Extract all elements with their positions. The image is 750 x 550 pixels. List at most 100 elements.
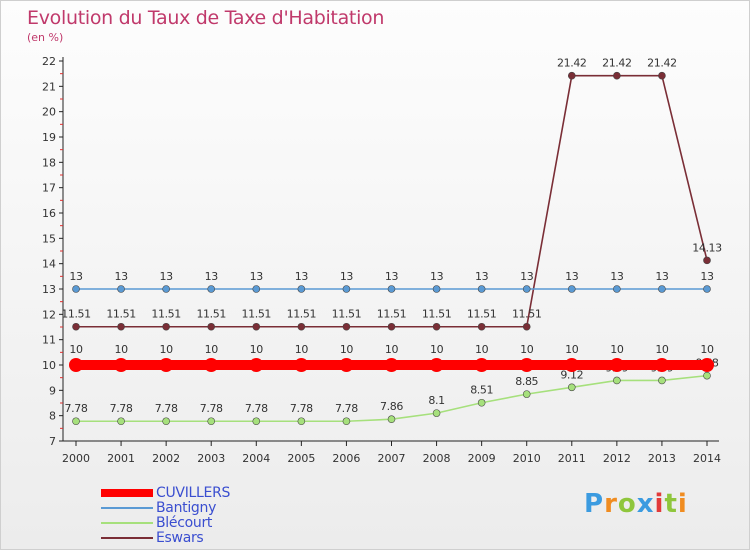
data-label: 11.51 (151, 308, 181, 321)
data-point (703, 371, 711, 380)
x-tick-label: 2002 (152, 452, 180, 465)
data-label: 10 (250, 343, 264, 356)
data-point (252, 322, 261, 331)
data-label: 13 (160, 270, 174, 283)
data-label: 10 (565, 343, 579, 356)
data-label: 10 (655, 343, 669, 356)
data-point (252, 285, 261, 293)
data-label: 10 (610, 343, 624, 356)
data-point (429, 358, 444, 372)
data-point (207, 417, 216, 426)
data-point (72, 285, 80, 293)
data-label: 10 (430, 343, 444, 356)
data-point (117, 322, 125, 331)
chart-title: Evolution du Taux de Taxe d'Habitation (27, 7, 385, 29)
y-tick-label: 19 (42, 131, 56, 144)
data-point (207, 322, 216, 331)
data-point (703, 256, 711, 265)
data-point (162, 322, 170, 331)
legend-swatch (101, 522, 153, 524)
data-point (519, 358, 534, 372)
data-label: 7.86 (380, 400, 403, 413)
data-label: 11.51 (61, 308, 91, 321)
legend-label: Blécourt (156, 515, 213, 531)
data-point (432, 409, 441, 417)
data-label: 8.51 (470, 384, 493, 397)
data-label: 7.78 (245, 402, 268, 415)
data-point (613, 376, 621, 385)
data-point (432, 285, 441, 293)
legend-swatch (101, 489, 153, 497)
data-label: 13 (655, 270, 669, 283)
x-tick-label: 2005 (287, 452, 315, 465)
data-point (72, 322, 80, 331)
x-tick-label: 2000 (62, 452, 90, 465)
data-label: 13 (385, 270, 399, 283)
data-label: 10 (475, 343, 489, 356)
y-tick-label: 11 (42, 334, 56, 347)
logo-letter: P (584, 489, 605, 519)
y-tick-label: 13 (42, 283, 56, 296)
data-point (297, 285, 306, 293)
data-label: 10 (295, 343, 309, 356)
data-point (432, 322, 441, 331)
legend-item: Eswars (101, 530, 301, 546)
data-point (522, 322, 531, 331)
data-label: 11.51 (512, 308, 542, 321)
data-point (477, 322, 486, 331)
data-point (477, 285, 486, 293)
data-point (700, 358, 714, 372)
data-label: 13 (295, 270, 309, 283)
legend-item: CUVILLERS (101, 485, 301, 501)
data-label: 7.78 (65, 402, 88, 415)
data-label: 21.42 (647, 57, 677, 70)
logo-letter: i (677, 489, 688, 519)
proxiti-logo: Proxiti (584, 489, 688, 519)
data-point (609, 358, 624, 372)
data-label: 13 (430, 270, 444, 283)
data-label: 10 (205, 343, 219, 356)
data-label: 10 (69, 343, 83, 356)
data-point (342, 417, 351, 426)
legend-label: Bantigny (156, 500, 217, 516)
data-label: 14.13 (692, 241, 722, 254)
data-label: 11.51 (332, 308, 362, 321)
data-point (613, 71, 621, 80)
data-point (567, 383, 576, 392)
data-label: 13 (520, 270, 534, 283)
data-label: 13 (205, 270, 219, 283)
data-label: 7.78 (155, 402, 178, 415)
data-label: 11.51 (196, 308, 226, 321)
data-label: 21.42 (602, 57, 632, 70)
data-point (162, 285, 170, 293)
legend-item: Blécourt (101, 515, 301, 531)
x-tick-label: 2003 (197, 452, 225, 465)
x-tick-label: 2006 (332, 452, 360, 465)
data-point (387, 415, 396, 424)
data-point (387, 322, 396, 331)
y-tick-label: 9 (49, 384, 56, 397)
data-point (658, 376, 666, 385)
data-point (69, 358, 83, 372)
data-label: 13 (340, 270, 354, 283)
data-label: 13 (610, 270, 624, 283)
data-label: 10 (520, 343, 534, 356)
data-point (297, 417, 306, 426)
data-point (162, 417, 170, 426)
data-point (114, 358, 129, 372)
y-tick-label: 22 (42, 55, 56, 68)
data-point (159, 358, 174, 372)
y-tick-label: 15 (42, 232, 56, 245)
data-point (613, 285, 621, 293)
data-point (474, 358, 489, 372)
x-tick-label: 2001 (107, 452, 135, 465)
data-point (117, 285, 125, 293)
data-point (294, 358, 309, 372)
y-tick-label: 14 (42, 258, 56, 271)
data-label: 13 (700, 270, 714, 283)
data-label: 11.51 (106, 308, 136, 321)
x-tick-label: 2011 (558, 452, 586, 465)
y-tick-label: 18 (42, 156, 56, 169)
x-tick-label: 2012 (603, 452, 631, 465)
